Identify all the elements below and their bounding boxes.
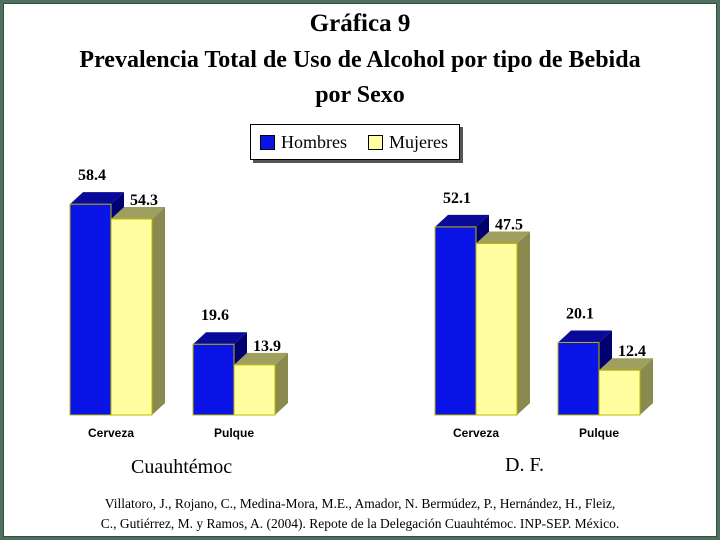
bar-hombres-pulque-0 <box>192 343 235 416</box>
data-label-hombres-pulque-1: 20.1 <box>566 305 594 322</box>
data-label-mujeres-pulque-0: 13.9 <box>253 338 281 355</box>
data-label-mujeres-cerveza-1: 47.5 <box>495 217 523 234</box>
legend-label-hombres: Hombres <box>281 131 347 152</box>
bar-mujeres-cerveza-0 <box>110 218 153 416</box>
data-label-hombres-cerveza-1: 52.1 <box>443 190 471 207</box>
chart-title-line2: Prevalencia Total de Uso de Alcohol por … <box>79 47 641 73</box>
bar-side-mujeres-cerveza-1 <box>517 231 530 415</box>
bar-top-hombres-cerveza-0 <box>70 192 124 205</box>
bar-top-hombres-cerveza-1 <box>435 214 489 227</box>
category-label-pulque-1: Pulque <box>579 426 619 440</box>
group-label-cuauhtemoc: Cuauhtémoc <box>131 456 233 478</box>
bar-top-mujeres-pulque-0 <box>234 352 288 365</box>
bar-top-hombres-pulque-0 <box>193 332 247 345</box>
bar-hombres-cerveza-1 <box>434 226 477 416</box>
data-label-mujeres-pulque-1: 12.4 <box>618 343 646 360</box>
citation-line2: C., Gutiérrez, M. y Ramos, A. (2004). Re… <box>100 516 620 531</box>
bar-hombres-pulque-1 <box>557 341 600 416</box>
bar-side-mujeres-cerveza-0 <box>152 206 165 415</box>
bar-top-mujeres-pulque-1 <box>599 358 653 371</box>
bar-side-mujeres-pulque-0 <box>275 352 288 415</box>
bar-mujeres-cerveza-1 <box>475 243 518 416</box>
chart-title-line3: por Sexo <box>315 82 405 108</box>
category-label-cerveza-0: Cerveza <box>88 426 134 440</box>
group-label-df: D. F. <box>505 454 544 476</box>
bar-top-mujeres-cerveza-1 <box>476 231 530 244</box>
category-label-cerveza-1: Cerveza <box>453 426 499 440</box>
data-label-hombres-pulque-0: 19.6 <box>201 307 229 324</box>
legend-swatch-mujeres <box>368 134 383 150</box>
data-label-hombres-cerveza-0: 58.4 <box>78 167 106 184</box>
legend-item-mujeres: Mujeres <box>368 132 448 152</box>
legend-label-mujeres: Mujeres <box>389 131 448 152</box>
legend: Hombres Mujeres <box>250 124 460 160</box>
bar-mujeres-pulque-0 <box>233 364 276 416</box>
legend-item-hombres: Hombres <box>260 132 347 152</box>
citation: Villatoro, J., Rojano, C., Medina-Mora, … <box>40 494 680 534</box>
bar-top-hombres-pulque-1 <box>558 330 612 343</box>
bar-side-mujeres-pulque-1 <box>640 358 653 415</box>
bar-mujeres-pulque-1 <box>598 369 641 416</box>
legend-swatch-hombres <box>260 134 275 150</box>
citation-line1: Villatoro, J., Rojano, C., Medina-Mora, … <box>104 496 616 511</box>
bar-hombres-cerveza-0 <box>69 203 112 416</box>
chart-title-line1: Gráfica 9 <box>309 10 411 37</box>
category-label-pulque-0: Pulque <box>214 426 254 440</box>
data-label-mujeres-cerveza-0: 54.3 <box>130 192 158 209</box>
bar-top-mujeres-cerveza-0 <box>111 206 165 219</box>
